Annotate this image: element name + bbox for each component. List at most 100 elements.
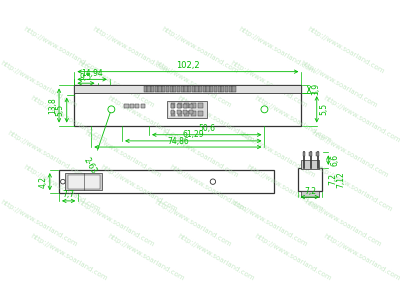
Bar <box>147 86 150 92</box>
Text: http://www.soarland.com: http://www.soarland.com <box>176 233 255 282</box>
Bar <box>124 104 129 108</box>
Text: 7,7: 7,7 <box>63 190 75 200</box>
Bar <box>158 86 162 92</box>
Bar <box>184 111 189 116</box>
Bar <box>184 103 189 108</box>
Bar <box>162 86 165 92</box>
Text: 14,94: 14,94 <box>81 69 103 78</box>
Bar <box>177 86 180 92</box>
Bar <box>184 86 188 92</box>
Text: http://www.soarland.com: http://www.soarland.com <box>160 129 240 178</box>
Bar <box>178 111 182 116</box>
Bar <box>218 86 221 92</box>
Text: http://www.soarland.com: http://www.soarland.com <box>76 60 155 109</box>
Bar <box>177 110 180 114</box>
Text: http://www.soarland.com: http://www.soarland.com <box>322 233 400 282</box>
Text: 50,6: 50,6 <box>198 124 215 133</box>
Bar <box>178 103 182 108</box>
Bar <box>310 152 312 156</box>
Bar <box>198 103 203 108</box>
Text: http://www.soarland.com: http://www.soarland.com <box>322 95 400 144</box>
Text: http://www.soarland.com: http://www.soarland.com <box>7 129 86 178</box>
Text: http://www.soarland.com: http://www.soarland.com <box>168 164 247 213</box>
Bar <box>210 86 213 92</box>
Circle shape <box>210 179 216 184</box>
Bar <box>166 86 169 92</box>
Bar <box>203 86 206 92</box>
Bar <box>130 104 134 108</box>
Text: 3,9: 3,9 <box>311 83 320 95</box>
Bar <box>144 86 147 92</box>
Bar <box>221 86 224 92</box>
Bar <box>173 86 176 92</box>
Bar <box>228 86 232 92</box>
Bar <box>140 104 145 108</box>
Text: http://www.soarland.com: http://www.soarland.com <box>107 233 186 282</box>
Bar <box>188 86 191 92</box>
Bar <box>191 103 196 108</box>
Text: http://www.soarland.com: http://www.soarland.com <box>153 60 232 109</box>
Bar <box>169 103 190 116</box>
Text: 61,29: 61,29 <box>182 130 204 139</box>
Circle shape <box>108 106 115 113</box>
Bar <box>170 86 173 92</box>
Bar <box>65 173 102 190</box>
Text: http://www.soarland.com: http://www.soarland.com <box>30 95 109 144</box>
Bar <box>302 152 305 156</box>
Text: 5,5: 5,5 <box>56 104 64 116</box>
Bar <box>195 86 198 92</box>
Text: http://www.soarland.com: http://www.soarland.com <box>311 129 390 178</box>
Bar <box>180 86 184 92</box>
Text: http://www.soarland.com: http://www.soarland.com <box>84 129 162 178</box>
Bar <box>167 101 207 118</box>
Text: http://www.soarland.com: http://www.soarland.com <box>230 60 309 109</box>
Bar <box>189 104 193 108</box>
Bar <box>151 86 154 92</box>
Text: http://www.soarland.com: http://www.soarland.com <box>22 26 101 74</box>
Bar <box>68 175 100 189</box>
Text: 13,8: 13,8 <box>48 97 57 114</box>
Text: http://www.soarland.com: http://www.soarland.com <box>0 199 78 248</box>
Text: http://www.soarland.com: http://www.soarland.com <box>253 95 332 144</box>
Bar <box>170 110 174 114</box>
Text: 102,2: 102,2 <box>176 61 200 70</box>
Bar <box>170 103 175 108</box>
Text: http://www.soarland.com: http://www.soarland.com <box>99 164 178 213</box>
Text: 6,6: 6,6 <box>331 154 340 166</box>
Text: http://www.soarland.com: http://www.soarland.com <box>153 199 232 248</box>
Text: 4,2: 4,2 <box>38 176 48 188</box>
Bar <box>225 86 228 92</box>
Bar <box>206 86 210 92</box>
Text: http://www.soarland.com: http://www.soarland.com <box>230 199 309 248</box>
Bar <box>189 110 193 114</box>
Bar <box>155 86 158 92</box>
Bar <box>214 86 217 92</box>
Text: 5,5: 5,5 <box>319 103 328 116</box>
Text: http://www.soarland.com: http://www.soarland.com <box>91 26 170 74</box>
Text: http://www.soarland.com: http://www.soarland.com <box>245 164 324 213</box>
Bar <box>232 86 236 92</box>
Text: http://www.soarland.com: http://www.soarland.com <box>299 60 378 109</box>
Text: 7,2: 7,2 <box>328 173 337 185</box>
Text: 2-63,4: 2-63,4 <box>81 156 101 182</box>
Bar <box>170 111 175 116</box>
Bar <box>199 86 202 92</box>
Bar <box>183 104 187 108</box>
Bar <box>177 104 180 108</box>
Text: http://www.soarland.com: http://www.soarland.com <box>238 129 316 178</box>
Text: http://www.soarland.com: http://www.soarland.com <box>160 26 240 74</box>
Bar <box>301 160 319 170</box>
Text: 7,12: 7,12 <box>336 171 345 188</box>
Text: http://www.soarland.com: http://www.soarland.com <box>176 95 255 144</box>
Text: http://www.soarland.com: http://www.soarland.com <box>238 26 316 74</box>
Text: http://www.soarland.com: http://www.soarland.com <box>253 233 332 282</box>
Text: 74,86: 74,86 <box>167 136 189 146</box>
Text: http://www.soarland.com: http://www.soarland.com <box>22 164 101 213</box>
Bar <box>74 85 301 93</box>
Circle shape <box>261 106 268 113</box>
Text: http://www.soarland.com: http://www.soarland.com <box>303 199 382 248</box>
Bar <box>59 170 274 193</box>
Text: http://www.soarland.com: http://www.soarland.com <box>0 60 78 109</box>
Text: http://www.soarland.com: http://www.soarland.com <box>307 26 386 74</box>
Bar <box>316 152 319 156</box>
